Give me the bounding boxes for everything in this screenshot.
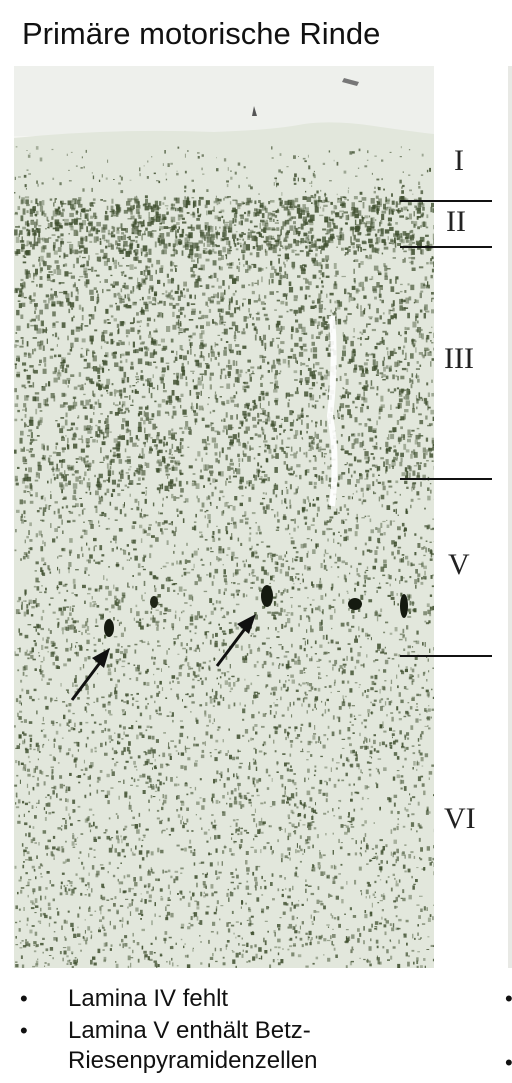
bullet-dot-icon: • — [505, 984, 512, 1014]
bullet-text: Lamina V enthält Betz-Riesenpyramidenzel… — [68, 1016, 378, 1076]
bullet-text: Lamina IV fehlt — [68, 984, 498, 1014]
cortex-micrograph — [14, 66, 434, 968]
layer-boundary-line — [400, 478, 492, 480]
adjacent-panel-edge — [508, 66, 512, 968]
layer-boundary-line — [400, 655, 492, 657]
layer-boundary-line — [400, 246, 492, 248]
layer-label-VI: VI — [444, 804, 476, 834]
layer-label-I: I — [454, 146, 464, 176]
micrograph-image — [14, 66, 434, 968]
layer-label-III: III — [444, 344, 474, 374]
layer-label-V: V — [448, 550, 470, 580]
bullet-dot-icon: • — [505, 1048, 512, 1078]
bullet-dot-icon: • — [20, 1016, 28, 1046]
bullet-dot-icon: • — [20, 984, 28, 1014]
layer-label-II: II — [446, 207, 466, 237]
page-title: Primäre motorische Rinde — [22, 14, 380, 54]
layer-boundary-line — [400, 200, 492, 202]
